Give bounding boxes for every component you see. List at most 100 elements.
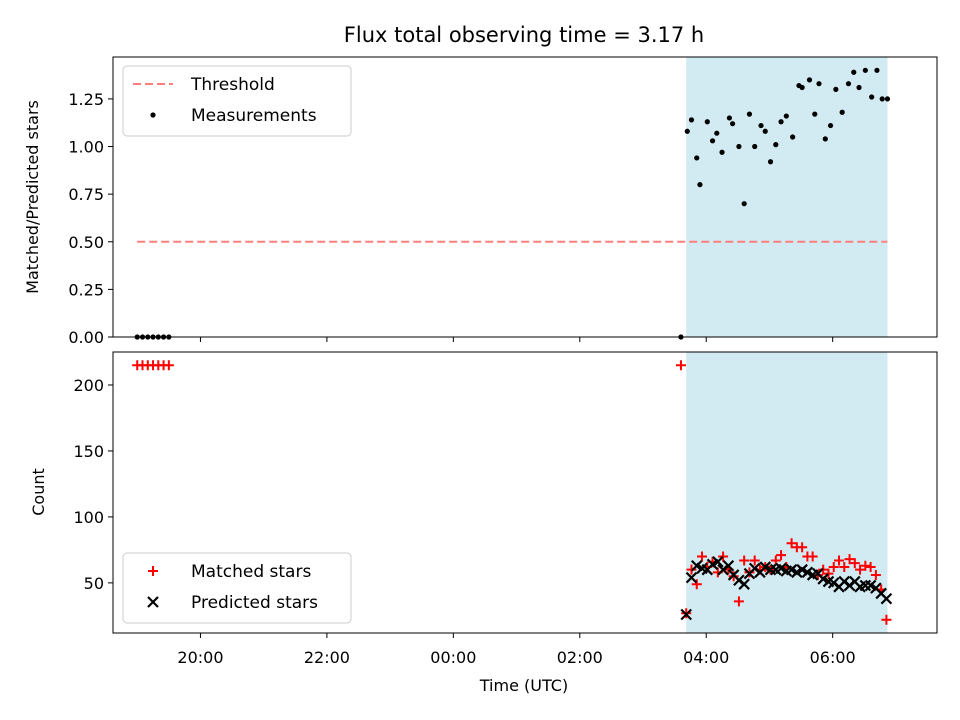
measurement-point xyxy=(812,111,818,117)
legend-box xyxy=(122,552,352,624)
y-tick-label: 0.50 xyxy=(68,233,104,252)
matched-star-mark xyxy=(860,560,871,571)
measurement-point xyxy=(833,86,839,92)
chart-title: Flux total observing time = 3.17 h xyxy=(344,23,704,47)
legend-label: Matched stars xyxy=(191,562,311,582)
matched-star-point xyxy=(697,551,708,562)
x-tick-label: 22:00 xyxy=(304,648,350,667)
measurement-point xyxy=(799,84,805,91)
matched-star-mark xyxy=(823,568,834,579)
matched-star-point xyxy=(718,551,729,562)
matched-star-point xyxy=(749,555,760,566)
matched-star-mark xyxy=(697,551,708,562)
matched-star-point xyxy=(849,558,860,569)
measurement-point xyxy=(762,128,768,134)
matched-star-point xyxy=(807,551,818,562)
x-axis-label: Time (UTC) xyxy=(479,676,568,695)
legend-measurement-swatch xyxy=(150,112,156,118)
measurement-point xyxy=(851,69,857,75)
matched-star-point xyxy=(834,555,845,566)
measurement-point xyxy=(709,138,716,144)
measurement-point xyxy=(827,122,834,129)
predicted-star-mark xyxy=(680,608,692,621)
matched-star-point xyxy=(828,562,839,573)
matched-star-point xyxy=(823,568,834,579)
matched-star-mark xyxy=(844,554,855,565)
matched-star-mark xyxy=(776,550,787,561)
matched-star-point xyxy=(860,560,871,571)
matched-star-mark xyxy=(807,551,818,562)
legend: Matched stars Predicted stars xyxy=(122,552,352,624)
matched-star-point xyxy=(733,596,744,607)
matched-star-mark xyxy=(839,562,850,573)
legend-label: Predicted stars xyxy=(191,593,318,613)
y-tick-label: 1.25 xyxy=(68,90,104,109)
measurement-point xyxy=(714,130,720,136)
measurement-point xyxy=(884,96,891,102)
y-tick-label: 0.25 xyxy=(68,280,104,299)
predicted-star-point xyxy=(722,559,735,572)
x-tick-label: 04:00 xyxy=(683,648,729,667)
measurement-point xyxy=(741,201,747,207)
matched-star-point xyxy=(786,538,797,549)
matched-star-mark xyxy=(733,596,744,607)
matched-star-mark xyxy=(163,360,174,371)
measurement-point xyxy=(704,119,710,125)
legend-entry: Threshold xyxy=(133,75,275,95)
matched-star-point xyxy=(776,550,787,561)
predicted-star-point xyxy=(880,592,893,605)
measurement-point xyxy=(688,117,695,123)
measurement-point xyxy=(767,159,774,165)
matched-star-point xyxy=(865,562,876,573)
measurement-point xyxy=(719,149,725,155)
top-y-axis-label: Matched/Predicted stars xyxy=(23,100,42,294)
bottom-y-axis-label: Count xyxy=(29,468,48,516)
legend-entry: Measurements xyxy=(150,106,317,126)
y-tick-label: 0.00 xyxy=(68,328,104,347)
measurement-point xyxy=(736,143,742,150)
measurement-point xyxy=(790,134,796,140)
measurement-point xyxy=(746,111,753,117)
measurement-point xyxy=(697,182,703,188)
predicted-star-point xyxy=(680,608,692,621)
legend-label: Measurements xyxy=(191,106,317,126)
measurement-point xyxy=(869,94,875,100)
matched-star-mark xyxy=(870,569,881,580)
matched-star-mark xyxy=(881,614,892,625)
legend-matched-swatch xyxy=(148,566,158,576)
matched-star-mark xyxy=(865,562,876,573)
axes-frame xyxy=(112,351,938,634)
bottom-panel: 50 100 150 200 20:00 22:00 00:00 02:00 04:00 06:0… xyxy=(73,351,938,667)
measurement-point xyxy=(856,84,862,91)
legend-entry: Matched stars xyxy=(148,562,311,582)
measurement-point xyxy=(816,81,822,87)
predicted-star-point xyxy=(685,571,698,584)
matched-star-point xyxy=(844,554,855,565)
measurement-point xyxy=(845,81,852,87)
matched-star-mark xyxy=(691,579,702,590)
axes-frame xyxy=(112,56,938,338)
predicted-star-mark xyxy=(738,578,750,590)
y-tick-label: 50 xyxy=(84,574,104,593)
measurement-point xyxy=(684,128,690,134)
measurement-point xyxy=(839,109,845,115)
matched-star-point xyxy=(839,562,850,573)
y-tick-label: 1.00 xyxy=(68,138,104,157)
matched-star-point xyxy=(163,360,174,371)
measurement-point xyxy=(752,143,758,150)
measurement-point xyxy=(758,122,764,129)
observing-window xyxy=(686,57,888,337)
matched-star-mark xyxy=(797,542,808,553)
legend-box xyxy=(122,65,352,137)
matched-star-mark xyxy=(749,555,760,566)
matched-star-point xyxy=(675,360,686,371)
measurement-point xyxy=(822,136,828,142)
legend-label: Threshold xyxy=(190,75,275,95)
matched-star-point xyxy=(881,614,892,625)
measurement-point xyxy=(773,142,779,148)
predicted-star-mark xyxy=(712,555,724,568)
x-tick-label: 06:00 xyxy=(810,648,856,667)
matched-star-mark xyxy=(834,555,845,566)
matched-star-point xyxy=(797,542,808,553)
legend-predicted-swatch xyxy=(147,596,159,608)
